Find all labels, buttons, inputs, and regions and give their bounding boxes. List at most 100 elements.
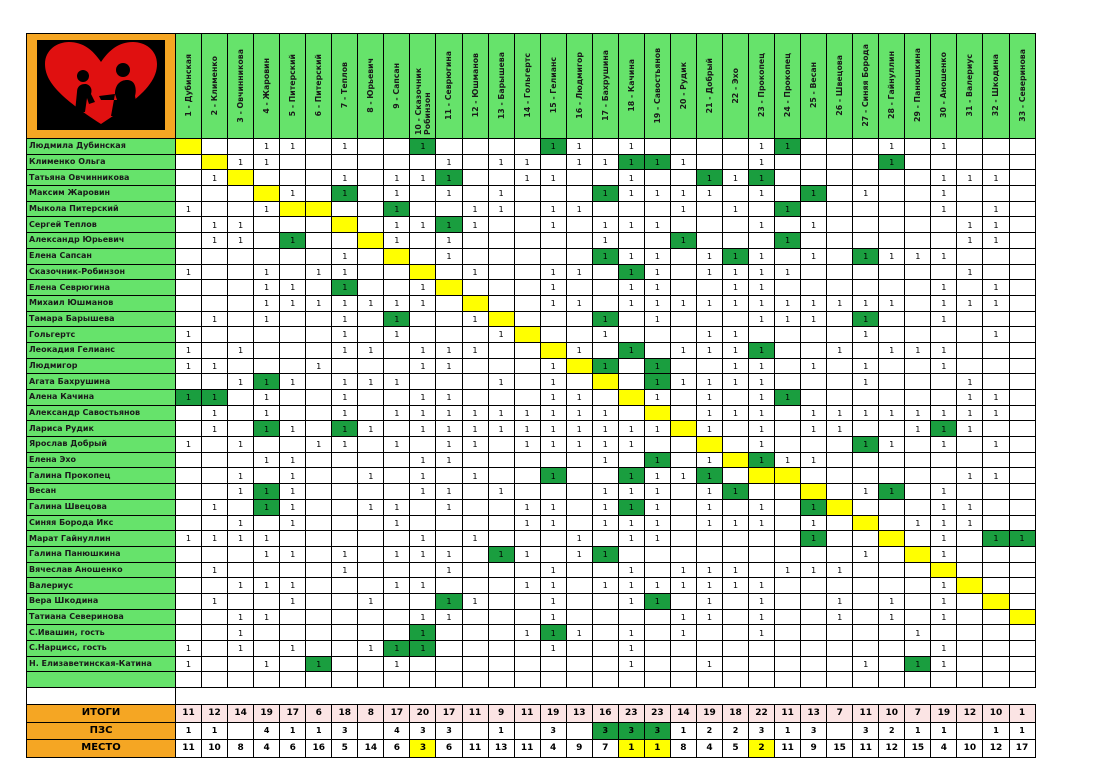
vote-cell — [565, 483, 593, 500]
column-header-13: 13 - Барышева — [487, 33, 515, 139]
vote-cell — [826, 357, 854, 375]
vote-cell — [461, 483, 489, 500]
vote-cell — [331, 357, 359, 375]
vote-cell: 1 — [591, 185, 619, 202]
vote-cell — [617, 326, 645, 343]
vote-cell — [174, 153, 203, 171]
vote-cell — [461, 624, 489, 641]
empty-cell — [227, 671, 255, 689]
vote-cell — [279, 169, 307, 187]
vote-cell: 1 — [591, 451, 619, 469]
total-value: 15 — [904, 739, 932, 758]
vote-cell — [305, 373, 333, 390]
total-value: 8 — [227, 739, 255, 758]
vote-cell: 1 — [695, 294, 723, 312]
vote-cell — [435, 279, 463, 296]
vote-cell — [774, 216, 802, 234]
vote-cell — [591, 279, 619, 296]
vote-cell — [513, 138, 541, 155]
vote-cell: 1 — [721, 373, 750, 390]
table-row: Татиана Северинова 1 1 1 1 1 1 1 1 1 1 1 — [26, 608, 1036, 626]
vote-cell: 1 — [539, 138, 567, 155]
vote-cell — [1008, 655, 1036, 673]
vote-cell — [591, 169, 619, 187]
vote-cell — [357, 389, 385, 406]
vote-cell — [826, 232, 854, 249]
vote-cell — [357, 138, 385, 155]
vote-cell — [487, 640, 515, 657]
vote-cell: 1 — [513, 169, 541, 187]
vote-cell — [826, 326, 854, 343]
vote-cell: 1 — [461, 530, 489, 547]
vote-cell: 1 — [982, 232, 1010, 249]
vote-cell — [201, 153, 229, 171]
total-value — [826, 721, 854, 741]
vote-cell — [982, 640, 1010, 657]
vote-cell: 1 — [435, 389, 463, 406]
vote-cell: 1 — [409, 357, 437, 375]
vote-cell — [878, 216, 906, 234]
spacer-cell — [514, 687, 541, 705]
vote-cell: 1 — [409, 420, 437, 438]
vote-cell — [201, 294, 229, 312]
vote-cell — [305, 577, 333, 594]
vote-cell — [227, 389, 255, 406]
spacer-cell — [670, 687, 697, 705]
vote-cell: 1 — [513, 153, 541, 171]
vote-cell — [826, 451, 854, 469]
vote-cell — [279, 624, 307, 641]
vote-cell — [878, 185, 906, 202]
total-value — [565, 721, 593, 741]
vote-cell: 1 — [956, 498, 984, 516]
vote-cell — [800, 624, 828, 641]
vote-cell — [800, 169, 828, 187]
vote-cell — [695, 216, 723, 234]
vote-cell: 1 — [591, 153, 619, 171]
vote-cell: 1 — [591, 483, 619, 500]
vote-cell — [591, 467, 619, 485]
vote-cell — [956, 310, 984, 328]
vote-cell — [748, 530, 776, 547]
vote-cell — [826, 467, 854, 485]
vote-cell — [435, 514, 463, 532]
vote-cell: 1 — [539, 514, 567, 532]
row-name: Михаил Юшманов — [26, 294, 176, 312]
vote-cell: 1 — [695, 185, 723, 202]
vote-cell — [695, 200, 723, 218]
vote-cell — [305, 169, 333, 187]
total-value: 11 — [852, 704, 880, 723]
total-value: 1 — [904, 721, 932, 741]
vote-cell — [357, 404, 385, 422]
vote-cell: 1 — [435, 232, 463, 249]
vote-cell: 1 — [800, 514, 828, 532]
vote-cell — [591, 655, 619, 673]
vote-cell — [956, 185, 984, 202]
vote-cell — [695, 640, 723, 657]
empty-cell — [305, 671, 333, 689]
vote-cell: 1 — [279, 514, 307, 532]
vote-cell — [1008, 514, 1036, 532]
vote-cell — [721, 310, 750, 328]
vote-cell — [930, 561, 958, 579]
table-row: Леокадия Гелианс 1 1 1 1 1 1 1 1 1 1 1 1 1 1 1 1 1 — [26, 341, 1036, 359]
total-value: 1 — [487, 721, 515, 741]
vote-cell: 1 — [617, 294, 645, 312]
vote-cell — [643, 655, 671, 673]
vote-cell: 1 — [435, 561, 463, 579]
row-name: Валериус — [26, 577, 176, 594]
vote-cell: 1 — [201, 310, 229, 328]
vote-cell — [487, 169, 515, 187]
vote-cell: 1 — [695, 608, 723, 626]
vote-cell — [279, 608, 307, 626]
vote-cell — [982, 592, 1010, 610]
spacer-cell — [201, 687, 228, 705]
vote-cell — [565, 514, 593, 532]
vote-cell — [513, 341, 541, 359]
vote-cell: 1 — [774, 310, 802, 328]
total-value: 10 — [982, 704, 1010, 723]
vote-cell — [305, 389, 333, 406]
spacer-cell — [1009, 687, 1036, 705]
total-value: 17 — [435, 704, 463, 723]
vote-cell: 1 — [852, 326, 880, 343]
vote-cell: 1 — [591, 420, 619, 438]
